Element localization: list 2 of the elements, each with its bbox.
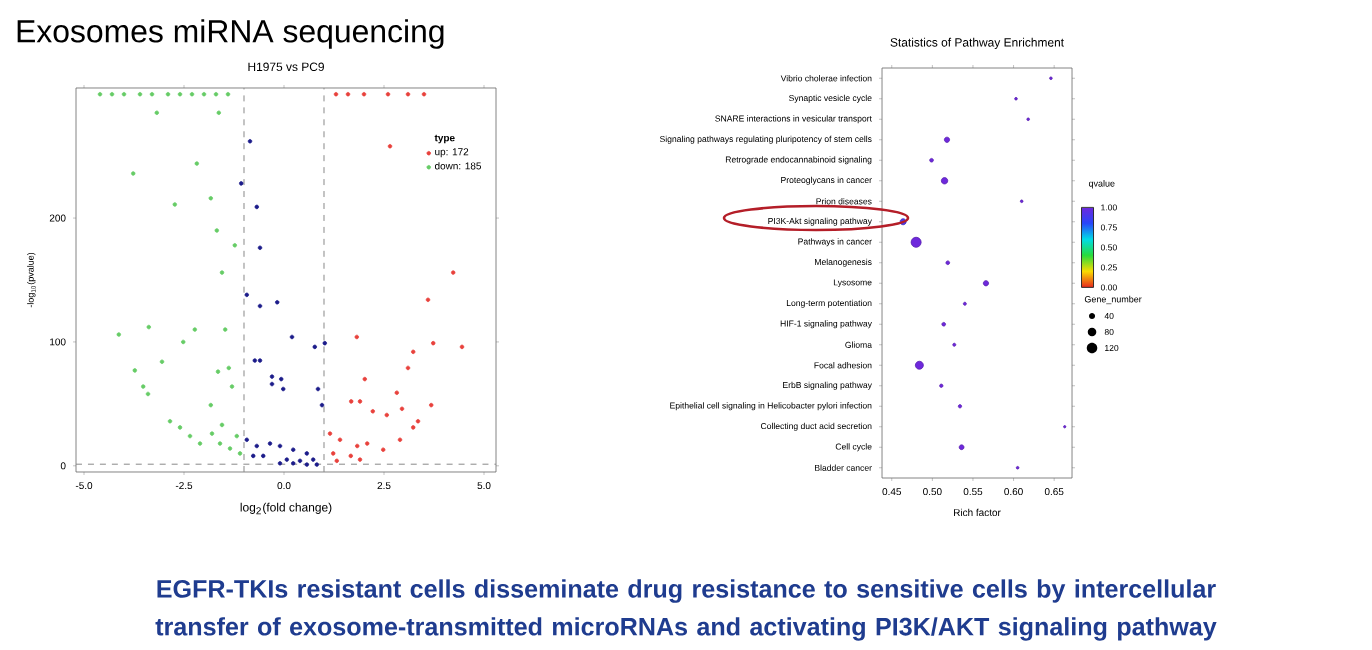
chart-title: Exosomes miRNA sequencing — [17, 19, 444, 49]
text: EGFR-TKIs resistant cells disseminate drug resistance to sensitive cells by intercellular transfer of exosome-transmitted microRNAs and activating PI3K/AKT signaling pathway — [155, 579, 1217, 641]
